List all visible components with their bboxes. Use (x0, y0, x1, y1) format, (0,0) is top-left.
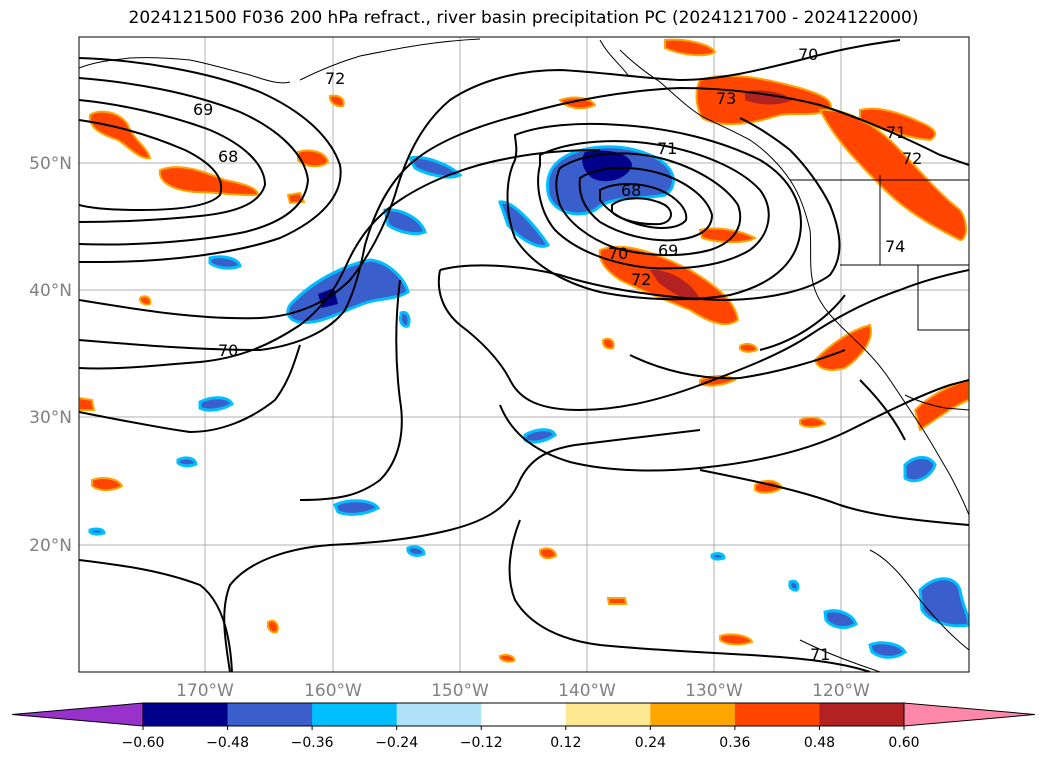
colorbar-segment (565, 703, 651, 726)
colorbar-tick-label: −0.12 (460, 735, 503, 751)
colorbar-tick-label: 0.48 (804, 735, 835, 751)
colorbar-tick-label: 0.24 (635, 735, 666, 751)
map-frame (78, 36, 970, 673)
contour-label: 70 (608, 244, 628, 263)
colorbar-tick-label: 0.36 (719, 735, 750, 751)
negative-precipitation-pc-shading (88, 145, 969, 659)
contour-label: 70 (218, 341, 238, 360)
contour-label: 71 (886, 123, 906, 142)
colorbar-tick-label: −0.24 (375, 735, 418, 751)
colorbar: −0.60 −0.48 −0.36 −0.24 −0.12 0.12 0.24 0.36 0.4… (11, 702, 1036, 751)
lon-label: 170°W (176, 681, 234, 701)
positive-precipitation-pc-shading (79, 38, 969, 663)
lon-label: 120°W (812, 681, 870, 701)
contour-label: 69 (193, 100, 213, 119)
contour-label: 74 (885, 237, 905, 256)
refractivity-contours (79, 39, 969, 672)
colorbar-segment (227, 703, 313, 726)
colorbar-segment (143, 703, 229, 726)
colorbar-tick-label: 0.12 (550, 735, 581, 751)
colorbar-segment (396, 703, 482, 726)
lon-label: 150°W (431, 681, 489, 701)
contour-label: 72 (325, 69, 345, 88)
colorbar-extend-high (903, 702, 1036, 727)
contour-label: 73 (716, 89, 736, 108)
lon-label: 130°W (685, 681, 743, 701)
lat-label: 30°N (29, 408, 72, 428)
latitude-labels: 50°N 40°N 30°N 20°N (29, 154, 72, 556)
colorbar-segment (650, 703, 736, 726)
map-title: 2024121500 F036 200 hPa refract., river … (128, 8, 919, 28)
lat-label: 20°N (29, 536, 72, 556)
contour-label: 72 (902, 149, 922, 168)
coastlines (79, 38, 969, 672)
contour-label: 68 (218, 147, 238, 166)
lon-label: 140°W (558, 681, 616, 701)
contour-label: 70 (798, 45, 818, 64)
longitude-labels: 170°W 160°W 150°W 140°W 130°W 120°W (176, 681, 870, 701)
colorbar-tick-label: −0.36 (291, 735, 334, 751)
colorbar-tick-label: −0.48 (206, 735, 249, 751)
colorbar-segment (481, 703, 567, 726)
colorbar-segment (734, 703, 820, 726)
colorbar-tick-label: −0.60 (122, 735, 165, 751)
contour-label: 71 (810, 645, 830, 664)
contour-label: 68 (621, 181, 641, 200)
colorbar-tick-label: 0.60 (888, 735, 919, 751)
lon-label: 160°W (304, 681, 362, 701)
colorbar-extend-low (11, 702, 144, 727)
contour-label: 69 (658, 241, 678, 260)
contour-labels: 72 69 68 70 71 68 70 69 72 73 71 72 70 7… (193, 45, 922, 664)
colorbar-segment (819, 703, 905, 726)
lat-label: 50°N (29, 154, 72, 174)
colorbar-segment (312, 703, 398, 726)
contour-label: 72 (631, 270, 651, 289)
lat-label: 40°N (29, 281, 72, 301)
colorbar-outline (142, 702, 905, 727)
contour-label: 71 (657, 139, 677, 158)
